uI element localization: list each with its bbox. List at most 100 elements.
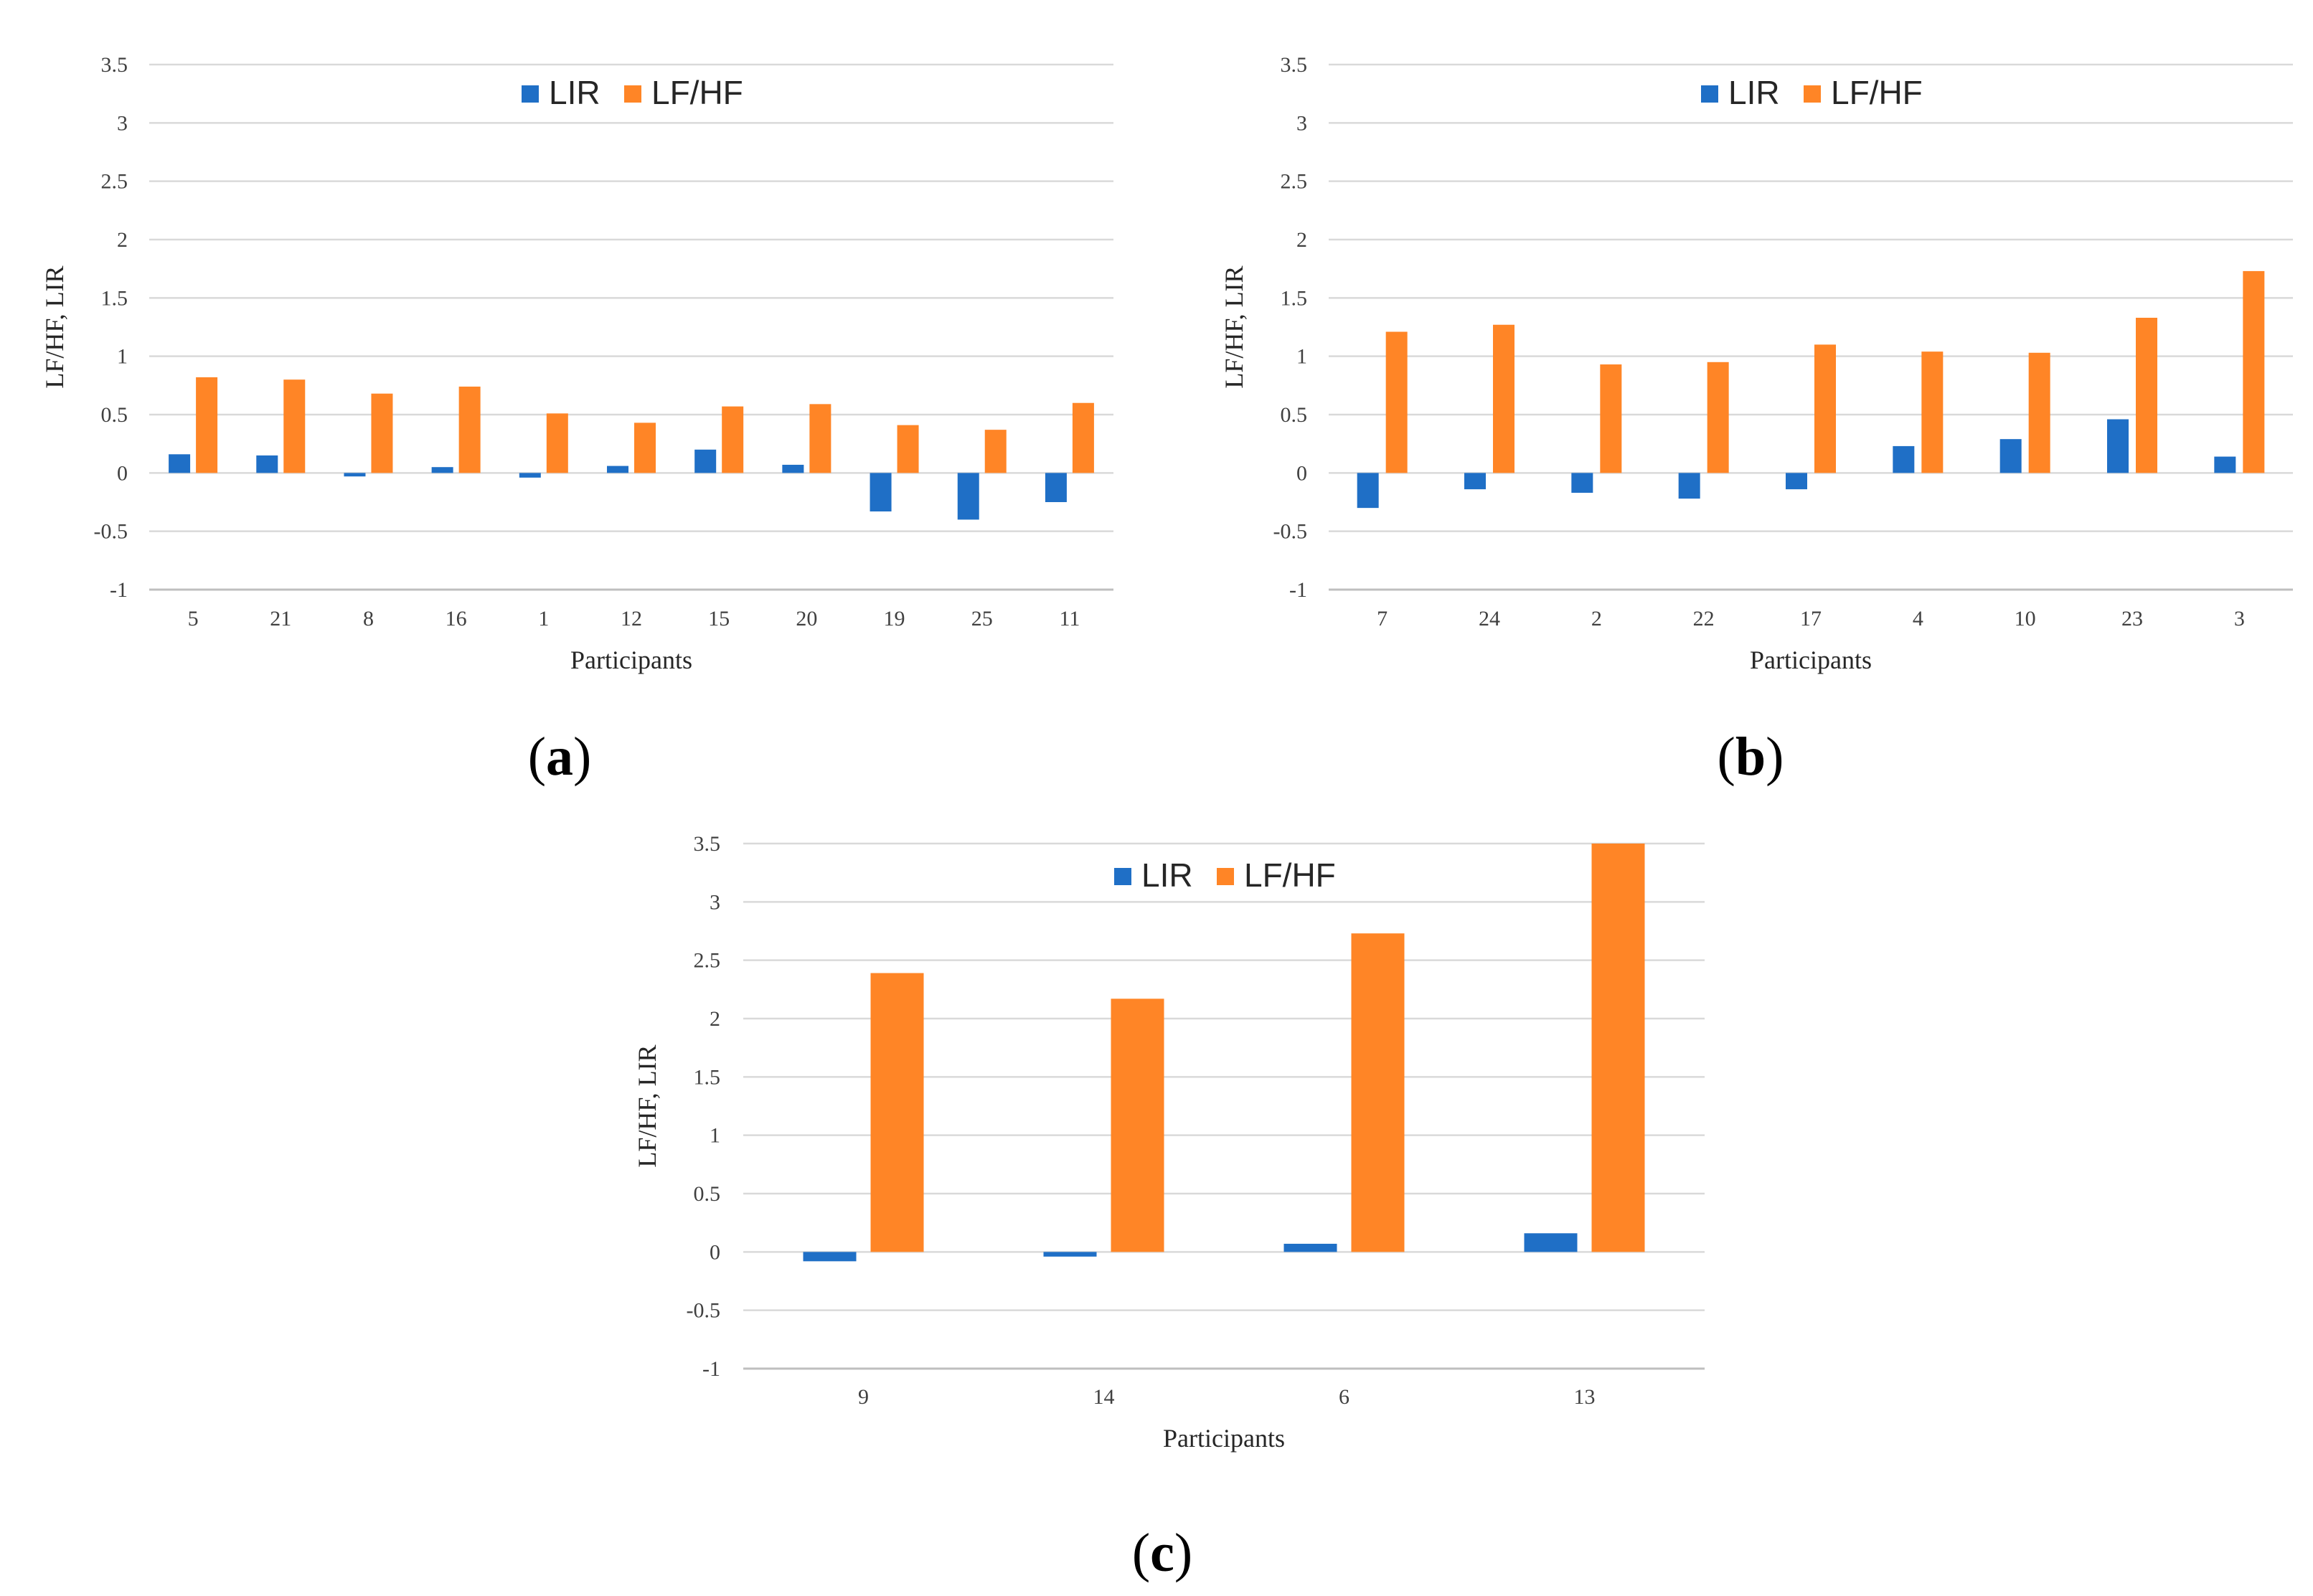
x-tick-label: 19	[884, 607, 905, 631]
panel-label-letter: a	[546, 727, 573, 787]
x-tick-label: 13	[1574, 1385, 1596, 1409]
x-tick-label: 7	[1377, 607, 1388, 631]
x-tick-label: 22	[1693, 607, 1715, 631]
y-tick-label: 1.5	[694, 1065, 721, 1089]
bar-lfhf-3	[2243, 270, 2265, 473]
bar-lfhf-2	[1600, 364, 1622, 473]
chart-panel-a: 3.5 3 2.5 2 1.5 1 0.5 0 -0.5 -1 5 21 8 16 1 12 15 20 19 25 1…	[40, 53, 1113, 787]
bar-lir-2	[1571, 473, 1593, 493]
bar-lir-9	[803, 1252, 857, 1262]
panel-label: (c)	[1132, 1523, 1192, 1583]
bar-lfhf-4	[1921, 351, 1944, 473]
y-tick-label: 3	[117, 111, 128, 135]
y-tick-label: -0.5	[687, 1299, 721, 1323]
bar-lir-3	[2214, 456, 2236, 473]
bar-lfhf-7	[1385, 331, 1408, 473]
y-tick-label: 1	[117, 345, 128, 369]
bar-lfhf-10	[2028, 352, 2050, 473]
y-tick-label: 3.5	[1281, 53, 1308, 77]
legend-swatch-lfhf	[1804, 85, 1821, 103]
y-axis-title: LF/HF, LIR	[1220, 265, 1248, 388]
legend: LIR LF/HF	[522, 74, 743, 111]
x-tick-label: 24	[1479, 607, 1500, 631]
y-tick-label: 1.5	[1281, 286, 1308, 310]
bar-lfhf-17	[1814, 344, 1836, 473]
bar-lfhf-11	[1072, 402, 1094, 473]
bar-lir-25	[957, 473, 979, 520]
x-axis-title: Participants	[1750, 646, 1872, 674]
bar-lir-17	[1786, 473, 1807, 490]
x-tick-label: 1	[538, 607, 549, 631]
x-tick-label: 3	[2234, 607, 2245, 631]
y-tick-label: 0	[1296, 461, 1307, 485]
x-tick-label: 10	[2015, 607, 2036, 631]
x-axis-title: Participants	[570, 646, 692, 674]
legend-swatch-lir	[1701, 85, 1718, 103]
bar-lfhf-5	[196, 377, 218, 473]
bar-lir-14	[1043, 1252, 1097, 1257]
bar-lir-10	[1999, 439, 2022, 473]
x-tick-label: 9	[858, 1385, 869, 1409]
bar-lir-4	[1893, 445, 1915, 473]
x-tick-label: 14	[1093, 1385, 1115, 1409]
x-tick-label: 25	[971, 607, 993, 631]
panel-label-letter: b	[1735, 727, 1766, 787]
bar-lfhf-25	[984, 430, 1007, 473]
legend-label-lfhf: LF/HF	[651, 74, 743, 111]
bar-lir-5	[169, 454, 191, 473]
x-tick-label: 8	[363, 607, 374, 631]
y-tick-label: 3.5	[101, 53, 128, 77]
bar-lfhf-24	[1493, 324, 1514, 473]
bar-lfhf-12	[634, 422, 656, 473]
y-tick-label: 2.5	[694, 949, 721, 973]
y-axis-title: LF/HF, LIR	[40, 265, 69, 388]
x-tick-label: 4	[1913, 607, 1923, 631]
x-tick-label: 20	[796, 607, 817, 631]
legend-swatch-lir	[522, 85, 539, 103]
y-tick-label: 2.5	[101, 170, 128, 194]
x-tick-label: 5	[188, 607, 199, 631]
y-tick-label: -0.5	[1273, 520, 1308, 544]
bar-lir-13	[1524, 1233, 1578, 1252]
bar-lir-23	[2107, 419, 2129, 473]
panel-label: (b)	[1718, 727, 1784, 787]
legend: LIR LF/HF	[1701, 74, 1923, 111]
legend: LIR LF/HF	[1114, 856, 1336, 894]
chart-panel-b: 3.532.521.510.50-0.5-17 24 2 22 17 4 10 23 3Part…	[1220, 53, 2293, 787]
x-tick-label: 17	[1800, 607, 1822, 631]
bar-lfhf-14	[1111, 998, 1164, 1252]
bar-lfhf-22	[1707, 362, 1729, 473]
bar-lir-12	[607, 466, 628, 473]
x-tick-label: 2	[1591, 607, 1602, 631]
y-tick-label: 0	[117, 461, 128, 485]
bar-lfhf-21	[283, 379, 306, 473]
bar-lir-11	[1045, 473, 1067, 502]
y-axis-title: LF/HF, LIR	[633, 1044, 661, 1167]
bar-lir-6	[1283, 1243, 1337, 1252]
legend-label-lir: LIR	[1728, 74, 1780, 111]
legend-swatch-lfhf	[1217, 868, 1234, 885]
x-tick-label: 16	[446, 607, 467, 631]
bar-lir-8	[344, 473, 366, 477]
bar-lir-24	[1464, 473, 1486, 490]
y-tick-label: -0.5	[94, 520, 128, 544]
legend-label-lir: LIR	[549, 74, 600, 111]
bar-lfhf-15	[722, 406, 744, 473]
y-tick-label: 2	[117, 228, 128, 252]
y-tick-label: 1	[710, 1124, 720, 1148]
legend-swatch-lir	[1114, 868, 1131, 885]
bar-lir-15	[694, 449, 717, 473]
bar-lir-21	[256, 455, 278, 473]
x-tick-label: 6	[1339, 1385, 1349, 1409]
bar-lir-16	[431, 467, 453, 473]
bar-lfhf-13	[1591, 844, 1645, 1252]
y-tick-label: 3	[710, 890, 720, 914]
y-tick-label: 0.5	[1281, 403, 1308, 427]
y-tick-label: 0.5	[694, 1182, 721, 1206]
bar-lfhf-6	[1351, 933, 1405, 1252]
bar-lfhf-8	[371, 393, 393, 473]
legend-swatch-lfhf	[624, 85, 641, 103]
legend-label-lir: LIR	[1141, 856, 1193, 894]
legend-label-lfhf: LF/HF	[1244, 856, 1336, 894]
